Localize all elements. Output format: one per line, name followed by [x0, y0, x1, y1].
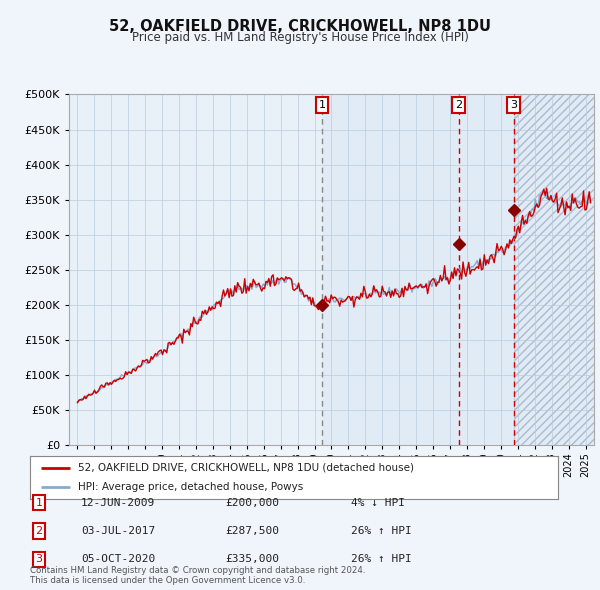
Bar [514, 94, 594, 445]
Bar [322, 94, 514, 445]
Text: 1: 1 [35, 498, 43, 507]
Text: Price paid vs. HM Land Registry's House Price Index (HPI): Price paid vs. HM Land Registry's House … [131, 31, 469, 44]
Text: Contains HM Land Registry data © Crown copyright and database right 2024.
This d: Contains HM Land Registry data © Crown c… [30, 566, 365, 585]
Text: 52, OAKFIELD DRIVE, CRICKHOWELL, NP8 1DU: 52, OAKFIELD DRIVE, CRICKHOWELL, NP8 1DU [109, 19, 491, 34]
Text: 52, OAKFIELD DRIVE, CRICKHOWELL, NP8 1DU (detached house): 52, OAKFIELD DRIVE, CRICKHOWELL, NP8 1DU… [77, 463, 413, 473]
Text: 4% ↓ HPI: 4% ↓ HPI [351, 498, 405, 507]
Text: £200,000: £200,000 [225, 498, 279, 507]
Text: 03-JUL-2017: 03-JUL-2017 [81, 526, 155, 536]
Text: 2: 2 [35, 526, 43, 536]
Text: £335,000: £335,000 [225, 555, 279, 564]
Bar [514, 94, 594, 445]
Text: 26% ↑ HPI: 26% ↑ HPI [351, 526, 412, 536]
Text: 1: 1 [319, 100, 326, 110]
Text: 3: 3 [35, 555, 43, 564]
Text: 12-JUN-2009: 12-JUN-2009 [81, 498, 155, 507]
Text: 05-OCT-2020: 05-OCT-2020 [81, 555, 155, 564]
Text: HPI: Average price, detached house, Powys: HPI: Average price, detached house, Powy… [77, 482, 303, 492]
Text: 3: 3 [510, 100, 517, 110]
Text: 2: 2 [455, 100, 462, 110]
Text: 26% ↑ HPI: 26% ↑ HPI [351, 555, 412, 564]
Text: £287,500: £287,500 [225, 526, 279, 536]
